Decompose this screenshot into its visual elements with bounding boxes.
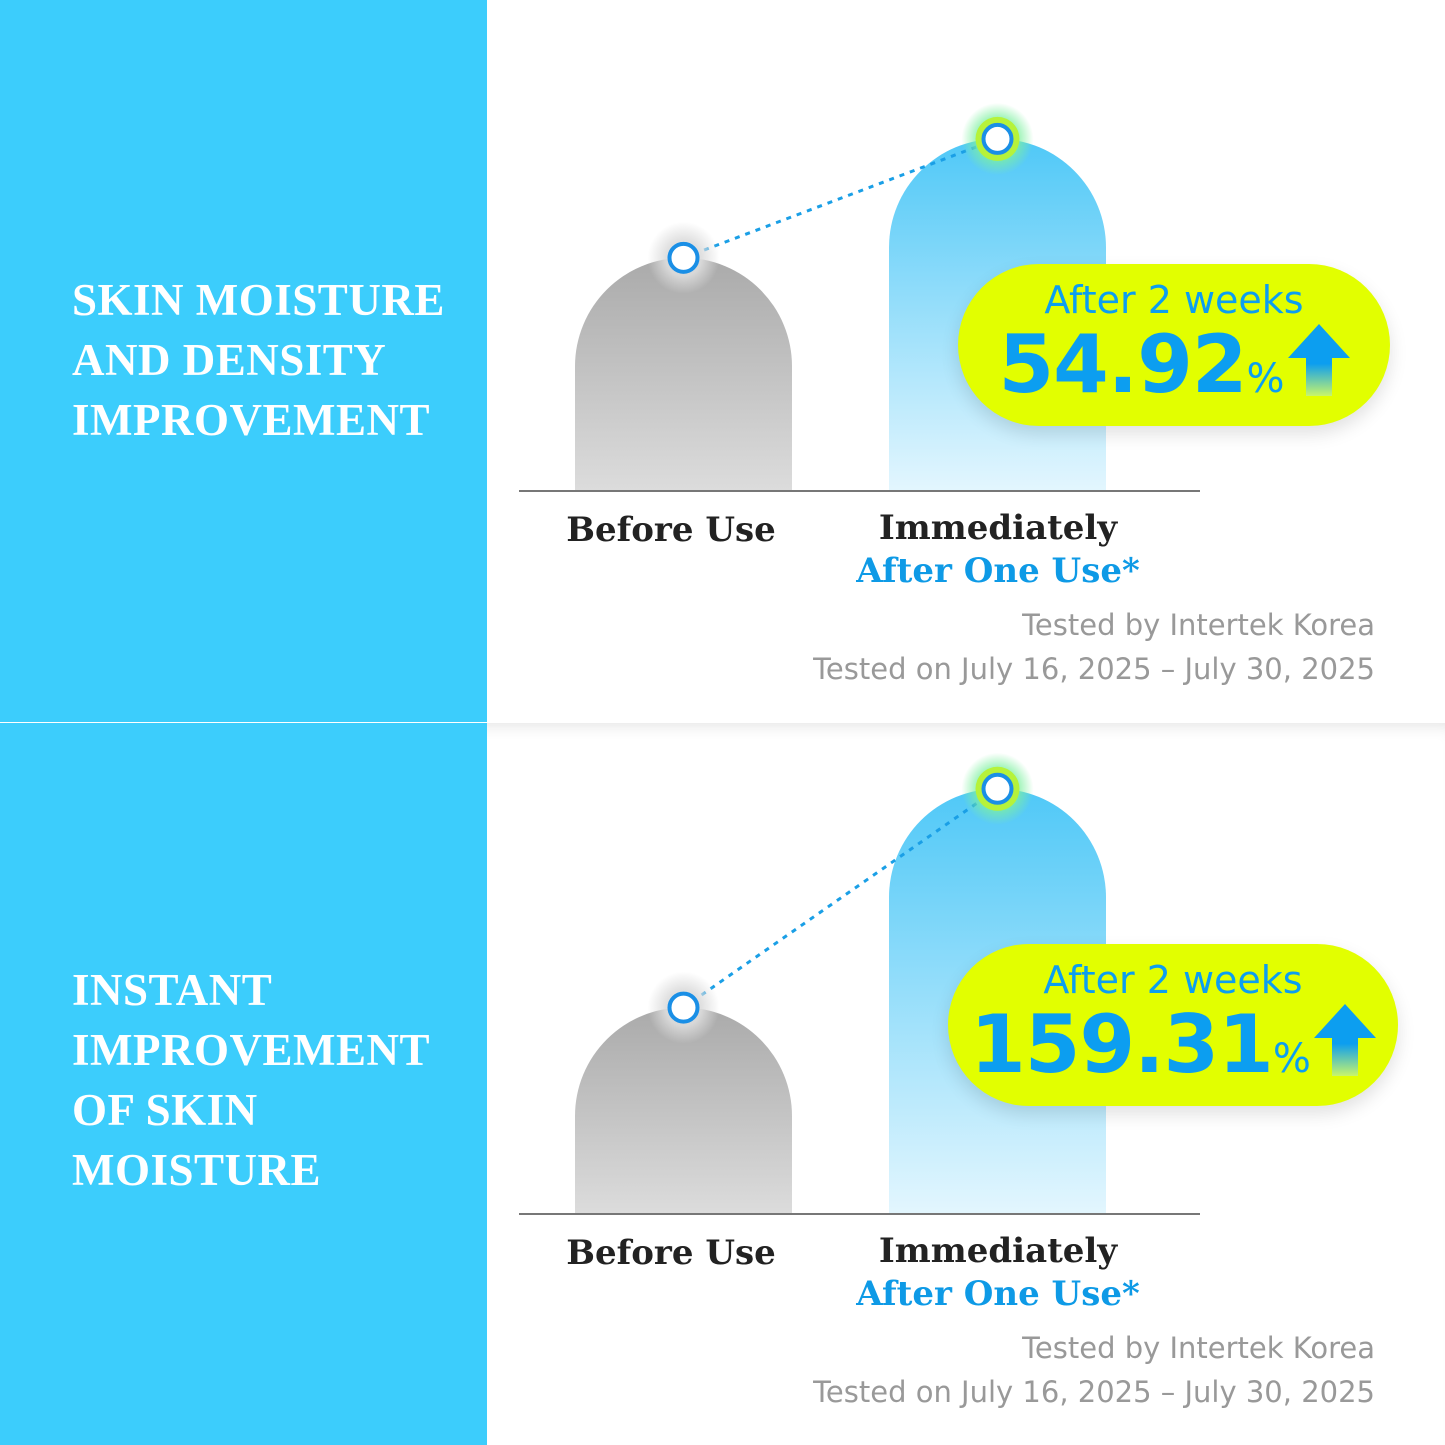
- badge-label: After 2 weeks: [1043, 958, 1303, 1002]
- side-banner: SKIN MOISTURE AND DENSITY IMPROVEMENT: [0, 0, 487, 722]
- panel-instant-moisture: INSTANT IMPROVEMENT OF SKIN MOISTURE Bef…: [0, 723, 1445, 1445]
- data-point-before: [647, 221, 720, 294]
- panel-moisture-density: SKIN MOISTURE AND DENSITY IMPROVEMENT Be…: [0, 0, 1445, 722]
- category-label-after-sub: After One Use*: [856, 1274, 1140, 1314]
- result-badge: After 2 weeks 54.92%: [958, 264, 1390, 426]
- category-label-after: Immediately: [878, 508, 1118, 548]
- badge-unit: %: [1272, 1036, 1311, 1082]
- test-date-note: Tested on July 16, 2025 – July 30, 2025: [813, 652, 1375, 686]
- data-point-before: [647, 971, 720, 1044]
- data-point-after: [961, 102, 1034, 175]
- category-label-before: Before Use: [566, 1233, 776, 1273]
- bar-before-use: [575, 1007, 792, 1214]
- title-line: IMPROVEMENT: [72, 395, 430, 445]
- result-badge: After 2 weeks 159.31%: [948, 944, 1398, 1106]
- panel-title: INSTANT IMPROVEMENT OF SKIN MOISTURE: [72, 960, 430, 1200]
- badge-unit: %: [1246, 356, 1285, 402]
- title-line: SKIN MOISTURE: [72, 275, 445, 325]
- tested-by-note: Tested by Intertek Korea: [1022, 608, 1375, 642]
- title-line: INSTANT: [72, 965, 273, 1015]
- trend-dotted-line: [682, 137, 999, 260]
- arrow-up-icon: [1287, 324, 1350, 396]
- category-label-after-sub: After One Use*: [856, 551, 1140, 591]
- data-point-after: [961, 752, 1034, 825]
- tested-by-note: Tested by Intertek Korea: [1022, 1331, 1375, 1365]
- category-label-after: Immediately: [878, 1231, 1118, 1271]
- bar-before-use: [575, 257, 792, 491]
- badge-label: After 2 weeks: [1044, 278, 1304, 322]
- badge-value: 54.92: [998, 318, 1247, 411]
- trend-dotted-line: [682, 787, 999, 1009]
- side-banner: INSTANT IMPROVEMENT OF SKIN MOISTURE: [0, 723, 487, 1445]
- test-date-note: Tested on July 16, 2025 – July 30, 2025: [813, 1375, 1375, 1409]
- title-line: IMPROVEMENT: [72, 1025, 430, 1075]
- title-line: OF SKIN: [72, 1085, 258, 1135]
- title-line: MOISTURE: [72, 1145, 322, 1195]
- title-line: AND DENSITY: [72, 335, 387, 385]
- panel-title: SKIN MOISTURE AND DENSITY IMPROVEMENT: [72, 270, 445, 450]
- arrow-up-icon: [1313, 1004, 1376, 1076]
- category-label-before: Before Use: [566, 510, 776, 550]
- badge-value: 159.31: [970, 998, 1274, 1091]
